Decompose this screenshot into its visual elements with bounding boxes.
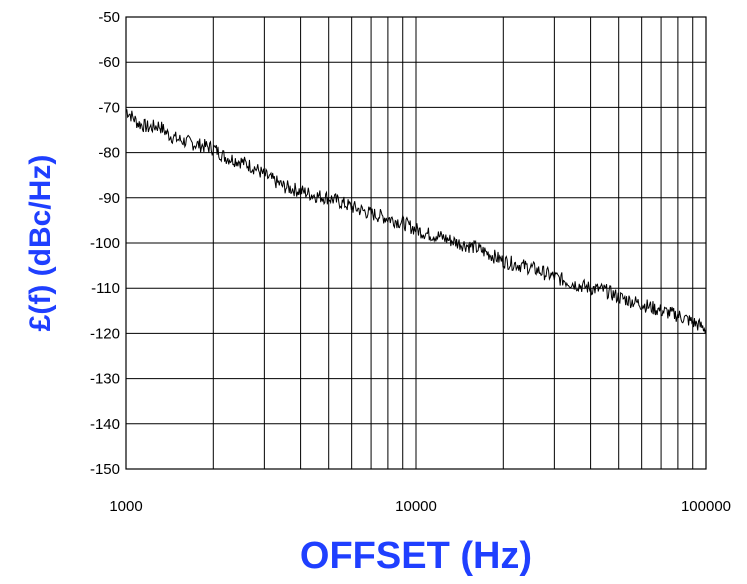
x-tick-label: 1000: [109, 498, 142, 515]
y-axis-ticks: -50 -60 -70 -80 -90 -100 -110 -120 -130 -140 -150: [90, 9, 120, 478]
y-tick-label: -60: [98, 54, 120, 71]
x-axis-title: OFFSET (Hz): [300, 535, 532, 577]
x-axis-ticks: 1000 10000 100000: [109, 498, 731, 515]
x-tick-label: 100000: [681, 498, 731, 515]
y-tick-label: -120: [90, 325, 120, 342]
grid: [126, 17, 706, 469]
plot-frame: [125, 16, 707, 470]
x-tick-label: 10000: [395, 498, 437, 515]
y-tick-label: -50: [98, 9, 120, 26]
series-group: [125, 109, 707, 334]
y-tick-label: -80: [98, 145, 120, 162]
y-tick-label: -150: [90, 461, 120, 478]
y-tick-label: -70: [98, 99, 120, 116]
y-tick-label: -90: [98, 190, 120, 207]
y-tick-label: -110: [91, 280, 120, 297]
series-line: [125, 109, 707, 334]
y-tick-label: -100: [90, 235, 120, 252]
y-tick-label: -140: [90, 416, 120, 433]
y-axis-title: £(f) (dBc/Hz): [24, 155, 57, 332]
y-tick-label: -130: [90, 371, 120, 388]
